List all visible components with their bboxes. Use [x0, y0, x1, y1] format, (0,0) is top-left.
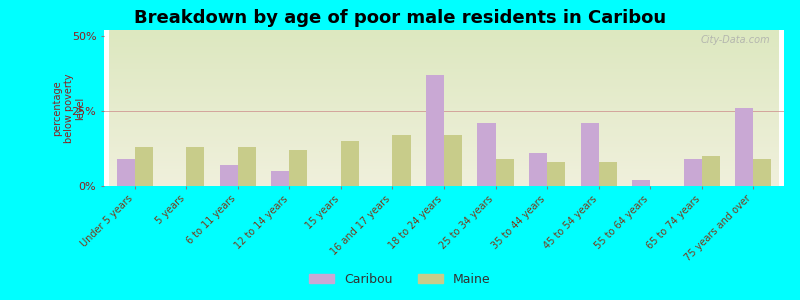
Text: Breakdown by age of poor male residents in Caribou: Breakdown by age of poor male residents … — [134, 9, 666, 27]
Bar — [238, 147, 256, 186]
Bar — [495, 159, 514, 186]
Bar — [581, 123, 598, 186]
Bar — [598, 162, 617, 186]
Legend: Caribou, Maine: Caribou, Maine — [305, 268, 495, 291]
Bar — [186, 147, 205, 186]
Bar — [702, 156, 720, 186]
Y-axis label: percentage
below poverty
level: percentage below poverty level — [52, 73, 86, 143]
Bar — [683, 159, 702, 186]
Bar — [290, 150, 307, 186]
Bar — [220, 165, 238, 186]
Bar — [547, 162, 565, 186]
Bar — [117, 159, 135, 186]
Bar — [529, 153, 547, 186]
Bar — [341, 141, 359, 186]
Bar — [426, 75, 444, 186]
Bar — [735, 108, 753, 186]
Bar — [478, 123, 495, 186]
Bar — [271, 171, 290, 186]
Text: City-Data.com: City-Data.com — [701, 35, 770, 45]
Bar — [393, 135, 410, 186]
Bar — [135, 147, 153, 186]
Bar — [753, 159, 771, 186]
Bar — [632, 180, 650, 186]
Bar — [444, 135, 462, 186]
